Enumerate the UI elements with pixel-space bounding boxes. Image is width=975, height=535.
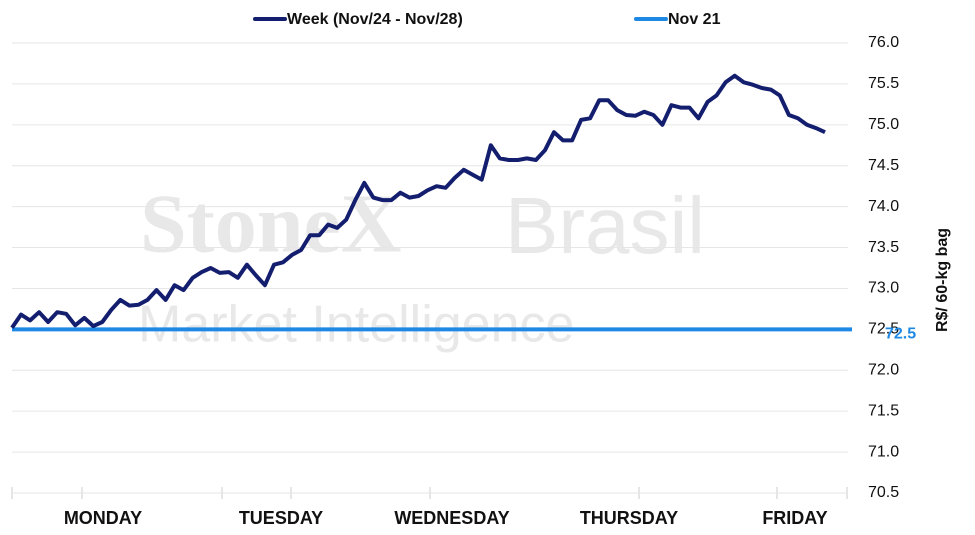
x-tick-label: TUESDAY: [239, 508, 323, 528]
y-tick-label: 72.0: [868, 361, 899, 378]
y-tick-label: 73.5: [868, 239, 899, 256]
x-tick-label: FRIDAY: [762, 508, 827, 528]
legend-label: Week (Nov/24 - Nov/28): [287, 11, 463, 28]
y-tick-label: 76.0: [868, 34, 899, 51]
y-tick-label: 74.5: [868, 157, 899, 174]
y-tick-label: 73.0: [868, 280, 899, 297]
y-tick-label: 74.0: [868, 198, 899, 215]
watermark: Brasil: [505, 181, 705, 270]
y-tick-label: 75.0: [868, 116, 899, 133]
y-tick-label: 70.5: [868, 484, 899, 501]
x-tick-label: WEDNESDAY: [394, 508, 509, 528]
x-tick-label: MONDAY: [64, 508, 142, 528]
y-tick-label: 75.5: [868, 75, 899, 92]
legend-label: Nov 21: [668, 11, 721, 28]
y-tick-label: 71.0: [868, 443, 899, 460]
y-tick-label: 72.5: [868, 321, 899, 338]
series-line: [10, 73, 826, 329]
watermark: Market Intelligence: [138, 296, 574, 354]
reference-label: 72.5: [885, 326, 916, 343]
x-tick-label: THURSDAY: [580, 508, 678, 528]
y-tick-label: 71.5: [868, 402, 899, 419]
y-axis-label: R$/ 60-kg bag: [934, 228, 951, 332]
